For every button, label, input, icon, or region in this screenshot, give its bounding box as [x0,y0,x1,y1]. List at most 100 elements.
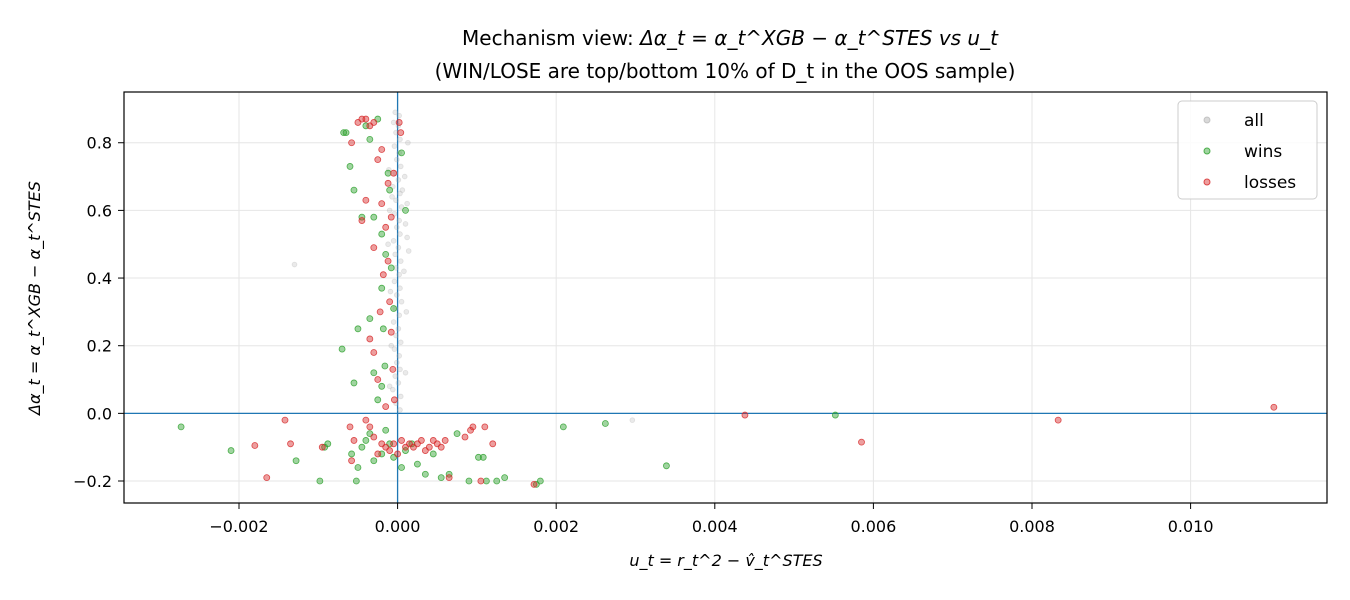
point-wins [370,369,378,377]
point-all [395,244,402,251]
point-losses [1054,416,1062,424]
point-losses [362,115,370,123]
point-wins [354,325,362,333]
point-all [392,251,399,258]
point-losses [348,139,355,147]
point-losses [394,450,401,458]
x-tick-label: 0.000 [375,517,421,536]
point-all [402,221,409,227]
point-losses [370,433,378,441]
point-losses [425,443,433,451]
point-losses [382,223,390,231]
point-losses [362,416,370,424]
point-losses [287,440,294,448]
point-wins [501,474,509,482]
x-tick-label: 0.010 [1168,517,1214,536]
point-losses [384,257,392,265]
point-losses [481,423,489,431]
y-tick-label: 0.0 [87,404,112,423]
point-all [391,346,398,352]
x-tick-label: 0.006 [850,517,896,536]
point-all [396,353,402,359]
chart-title-line1: Mechanism view: Δα_t = α_t^XGB − α_t^STE… [462,26,999,50]
point-all [629,417,636,423]
point-losses [358,217,366,224]
point-wins [479,453,487,461]
point-all [393,129,399,136]
point-losses [366,335,374,343]
point-wins [362,437,370,444]
point-losses [467,426,474,434]
legend-label-losses: losses [1244,173,1296,193]
point-losses [370,244,378,252]
point-losses [395,119,403,126]
point-wins [350,379,358,387]
point-losses [386,447,394,454]
point-wins [831,411,839,419]
point-wins [483,477,490,485]
x-tick-label: 0.004 [692,517,738,536]
point-wins [227,447,235,454]
point-wins [358,443,366,451]
point-wins [292,457,300,465]
point-wins [493,477,501,485]
legend-box [1177,100,1318,200]
point-wins [340,129,348,136]
reference-lines [124,92,1327,503]
series-all [291,109,636,423]
point-all [396,217,402,224]
point-all [389,194,395,200]
point-wins [374,396,382,404]
point-all [396,312,402,319]
point-all [390,319,397,325]
point-wins [342,129,350,136]
point-all [393,400,399,407]
point-losses [489,440,497,448]
point-wins [386,186,394,194]
point-all [397,163,404,170]
series-losses [251,115,1278,488]
point-all [397,258,404,264]
point-wins [370,213,378,221]
y-tick-label: 0.6 [87,201,112,220]
point-wins [453,430,461,438]
point-all [386,207,393,214]
point-all [396,112,402,119]
point-losses [469,423,477,431]
point-all [397,339,404,346]
chart-title-line2: (WIN/LOSE are top/bottom 10% of D_t in t… [435,59,1016,83]
point-all [386,383,393,390]
legend-marker-wins [1203,147,1211,155]
point-wins [381,362,389,370]
point-all [403,309,410,315]
x-tick-label: −0.002 [209,517,268,536]
point-wins [366,315,374,323]
point-wins [601,420,609,427]
point-all [392,109,399,116]
point-losses [374,156,382,164]
point-wins [429,450,437,458]
x-axis-ticks: −0.002 0.000 0.002 0.004 0.006 0.008 0.010 [209,503,1214,536]
point-wins [346,163,354,170]
point-wins [370,457,378,465]
point-wins [316,477,324,485]
point-losses [390,169,398,177]
y-tick-label: 0.2 [87,337,112,356]
point-all [390,119,397,126]
point-losses [386,298,394,306]
point-losses [348,457,355,465]
point-losses [366,423,374,431]
legend-label-all: all [1244,111,1264,131]
point-all [393,359,400,366]
point-all [393,292,400,298]
point-losses [1270,403,1278,411]
point-wins [390,305,398,312]
point-all [401,173,408,180]
legend-marker-losses [1203,178,1211,186]
point-losses [379,271,387,279]
point-all [396,271,402,278]
point-losses [389,365,397,373]
x-tick-label: 0.008 [1009,517,1055,536]
